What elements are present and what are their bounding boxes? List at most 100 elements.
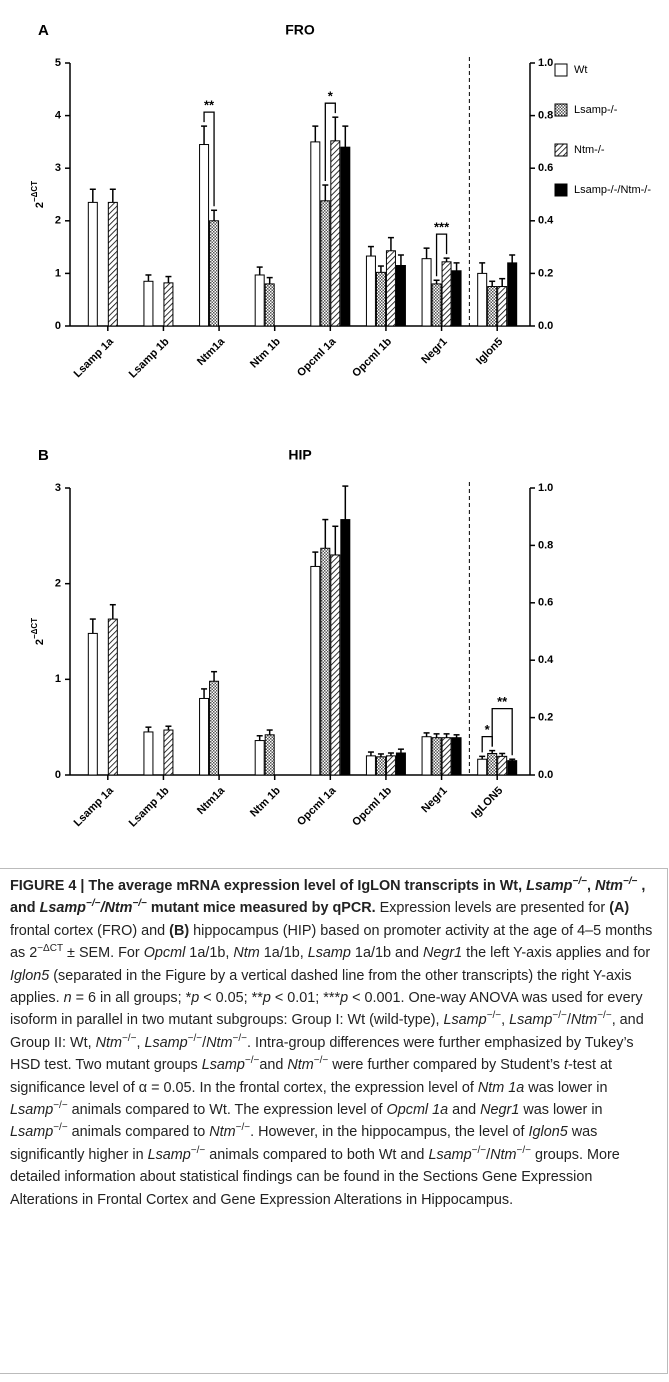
caption-run: −/− — [53, 1100, 68, 1112]
caption-run: was significantly higher in — [10, 1124, 598, 1163]
caption-run: ± SEM. For — [63, 945, 144, 962]
error-bar — [211, 209, 218, 221]
y2-tick-label: 0.0 — [538, 320, 553, 332]
caption-run: animals compared to — [67, 1124, 210, 1141]
bar — [87, 632, 98, 776]
caption-run: −/− — [572, 876, 587, 888]
error-bar — [256, 266, 263, 275]
significance-label: * — [328, 89, 334, 104]
bar — [441, 737, 452, 776]
caption-run: Lsamp — [39, 900, 86, 917]
bar — [375, 756, 386, 776]
error-bar — [509, 254, 516, 263]
caption-run: hippocampus (HIP) based on promoter acti… — [10, 922, 653, 962]
bar — [87, 201, 98, 327]
caption-run: / — [566, 1012, 571, 1029]
caption-run: Lsamp — [144, 1034, 188, 1051]
error-bar — [109, 603, 116, 620]
error-bar — [443, 257, 450, 262]
caption-run: Ntm — [206, 1034, 233, 1051]
caption-run: −/− — [486, 1010, 502, 1022]
x-tick-label: Lsamp 1b — [127, 336, 172, 381]
y2-tick-label: 0.2 — [538, 712, 553, 724]
error-bar — [145, 274, 152, 282]
caption-run: Negr1 — [422, 945, 463, 962]
bar — [310, 141, 321, 327]
caption-run: −/− — [622, 876, 638, 888]
y-tick-label: 2 — [55, 215, 61, 227]
error-bar — [211, 670, 218, 682]
caption-run: −/− — [597, 1010, 612, 1022]
bar — [330, 554, 341, 776]
bar — [340, 146, 351, 327]
error-bar — [479, 755, 486, 760]
error-bar — [89, 188, 96, 203]
y2-tick-label: 0.2 — [538, 267, 553, 279]
error-bar — [322, 184, 329, 201]
bar — [320, 547, 331, 776]
error-bar — [377, 753, 384, 757]
caption-run: Ntm — [209, 1124, 236, 1141]
caption-run: was lower in — [524, 1079, 608, 1096]
y-axis-label: 2−ΔCT — [30, 618, 46, 645]
caption-run: p — [340, 990, 349, 1007]
error-bar — [397, 748, 404, 753]
caption-run: −/− — [121, 1033, 137, 1045]
caption-run: −/− — [235, 1122, 251, 1134]
error-bar — [342, 485, 349, 520]
bar — [143, 280, 154, 327]
error-bar — [489, 749, 496, 754]
caption-run: mutant mice measured by qPCR. — [146, 900, 376, 917]
caption-run: −/− — [132, 898, 147, 910]
bar — [421, 736, 432, 776]
caption-run: < 0.01; *** — [270, 990, 341, 1007]
legend-swatch — [554, 183, 568, 197]
caption-run: Lsamp — [443, 1012, 487, 1029]
caption-run: Lsamp — [10, 1124, 54, 1141]
bar — [365, 755, 376, 776]
y2-tick-label: 0.4 — [538, 215, 554, 227]
x-tick-label: Opcml 1b — [350, 335, 394, 379]
y2-tick-label: 1.0 — [538, 482, 553, 494]
bar — [264, 734, 275, 776]
error-bar — [367, 751, 374, 756]
caption-run: animals compared to both Wt and — [205, 1146, 429, 1163]
error-bar — [433, 279, 440, 284]
error-bar — [453, 262, 460, 271]
caption-run: . However, in the hippocampus, the level… — [250, 1124, 529, 1141]
y-axis-label-sup: −ΔCT — [30, 181, 39, 202]
caption-run: (A) — [609, 900, 630, 917]
legend-label: Wt — [574, 64, 587, 76]
caption-run: t — [563, 1057, 568, 1074]
caption-run: p — [262, 990, 271, 1007]
x-tick-label: Lsamp 1a — [72, 784, 117, 829]
bar — [330, 140, 341, 327]
caption-run: −/− — [232, 1033, 247, 1045]
significance-label: *** — [434, 220, 450, 235]
caption-run: Lsamp — [201, 1057, 245, 1074]
y-tick-label: 4 — [55, 110, 62, 122]
bar — [254, 274, 265, 327]
error-bar — [499, 277, 506, 287]
caption-run: groups. More detailed information about … — [10, 1146, 620, 1208]
y-axis-label-sup: −ΔCT — [30, 618, 39, 639]
caption-run: Ntm — [594, 878, 623, 894]
caption-run: , — [136, 1034, 145, 1051]
caption-run: −/− — [516, 1145, 531, 1157]
caption-run: Expression levels are presented for — [375, 900, 610, 917]
y2-tick-label: 0.0 — [538, 769, 553, 781]
chart-title: FRO — [285, 22, 315, 38]
error-bar — [201, 125, 208, 145]
y2-tick-label: 0.8 — [538, 539, 553, 551]
y2-tick-label: 0.6 — [538, 162, 553, 174]
caption-run: Lsamp — [428, 1146, 472, 1163]
bar — [365, 255, 376, 327]
error-bar — [332, 525, 339, 555]
caption-run: < 0.001. One-way ANOVA was used for ever… — [10, 990, 643, 1029]
bar — [340, 519, 351, 776]
caption-run: , — [586, 878, 595, 894]
caption-run: (B) — [169, 922, 190, 939]
caption-run: , and — [10, 878, 646, 917]
bar — [199, 144, 210, 327]
